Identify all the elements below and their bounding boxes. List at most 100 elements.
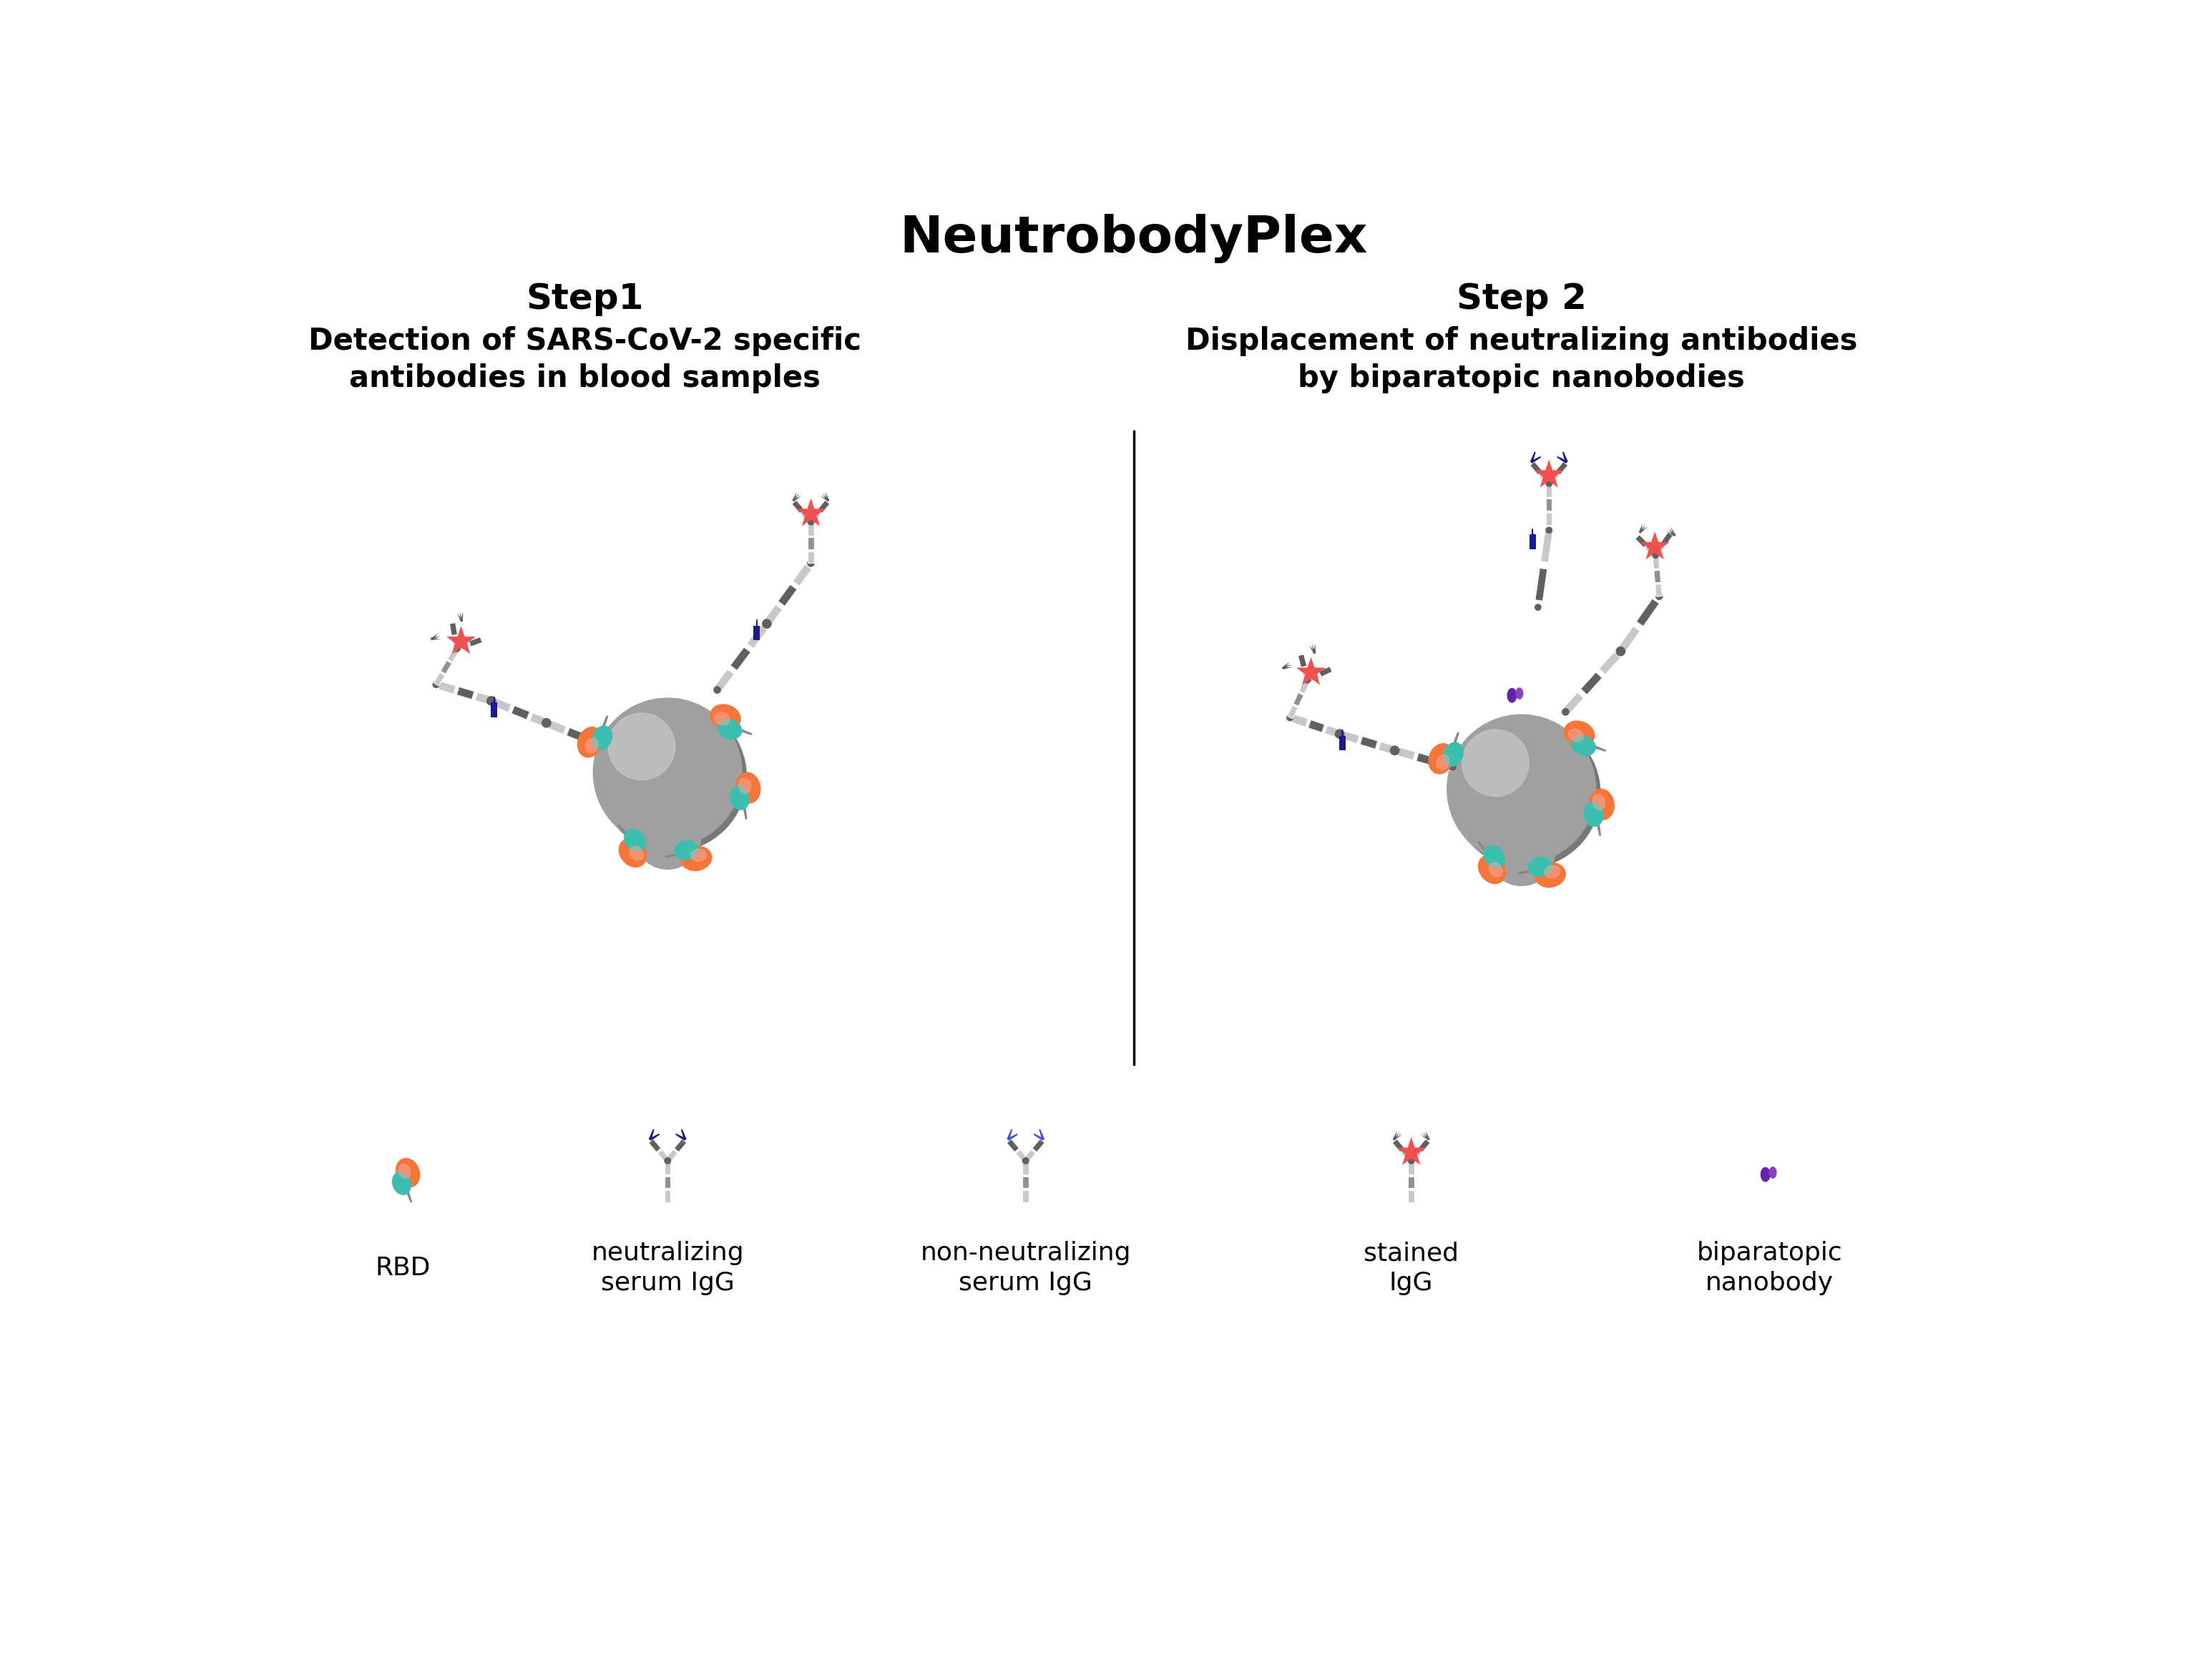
Polygon shape [1593,795,1606,810]
Polygon shape [664,1190,670,1202]
Polygon shape [1409,1149,1422,1162]
Circle shape [489,697,495,704]
Polygon shape [1546,513,1553,525]
Polygon shape [1409,1190,1413,1202]
Polygon shape [434,672,445,686]
Polygon shape [1394,1132,1400,1140]
Polygon shape [1639,531,1670,559]
Polygon shape [1639,526,1648,533]
Polygon shape [1478,855,1506,883]
Polygon shape [476,692,493,705]
Polygon shape [807,538,814,549]
Polygon shape [617,825,635,845]
Polygon shape [1531,452,1535,463]
Polygon shape [666,1149,677,1162]
Polygon shape [792,496,801,501]
Polygon shape [1655,584,1661,596]
Polygon shape [584,735,604,749]
Text: Step 2: Step 2 [1455,282,1586,315]
Circle shape [664,1157,670,1164]
Circle shape [1449,764,1455,770]
Polygon shape [1484,845,1504,868]
Circle shape [453,646,460,652]
Polygon shape [818,500,830,513]
Text: stained
IgG: stained IgG [1365,1242,1460,1295]
Circle shape [1391,747,1398,754]
Polygon shape [1646,544,1657,558]
Circle shape [544,720,551,725]
Text: Detection of SARS-CoV-2 specific
antibodies in blood samples: Detection of SARS-CoV-2 specific antibod… [307,325,860,393]
Circle shape [1409,1157,1413,1164]
Polygon shape [648,1139,661,1152]
Polygon shape [1006,1134,1018,1140]
Polygon shape [1287,705,1298,719]
Text: NeutrobodyPlex: NeutrobodyPlex [900,214,1367,262]
Polygon shape [1555,461,1568,475]
Circle shape [1391,747,1398,754]
Polygon shape [1394,1130,1398,1140]
Polygon shape [549,720,566,734]
Polygon shape [440,661,451,674]
Polygon shape [1637,599,1659,626]
Polygon shape [1568,729,1584,742]
Polygon shape [1652,556,1659,569]
Polygon shape [456,687,473,699]
Polygon shape [460,613,462,622]
Circle shape [542,719,551,727]
Polygon shape [1429,744,1453,774]
Polygon shape [807,551,814,563]
Polygon shape [825,491,830,501]
Polygon shape [648,1129,655,1140]
Polygon shape [493,699,511,712]
Circle shape [1287,714,1294,720]
Polygon shape [1639,525,1646,533]
Polygon shape [1006,1129,1013,1140]
Polygon shape [1562,692,1584,715]
Polygon shape [1307,720,1325,732]
Polygon shape [728,724,752,735]
Polygon shape [675,1134,686,1140]
Polygon shape [1394,1134,1402,1140]
Polygon shape [1635,535,1648,548]
Polygon shape [1400,1149,1413,1162]
Polygon shape [1033,1139,1044,1152]
Polygon shape [1542,530,1553,563]
Polygon shape [1652,543,1666,556]
Text: biparatopic
nanobody: biparatopic nanobody [1697,1242,1843,1295]
Polygon shape [630,847,644,860]
Polygon shape [1661,533,1672,546]
Polygon shape [1033,1134,1044,1140]
Polygon shape [1325,725,1340,737]
Circle shape [763,619,772,627]
Polygon shape [807,523,814,536]
Polygon shape [1449,732,1460,757]
Polygon shape [1310,646,1316,654]
Polygon shape [1531,457,1542,463]
Polygon shape [511,705,529,719]
Polygon shape [1546,471,1559,485]
Polygon shape [1535,568,1546,601]
Polygon shape [1416,754,1433,765]
Polygon shape [531,714,549,727]
Polygon shape [1338,735,1345,750]
Text: Step1: Step1 [526,282,644,315]
Polygon shape [730,647,750,671]
Circle shape [714,687,721,694]
Polygon shape [1436,755,1449,770]
Polygon shape [619,838,646,867]
Polygon shape [710,704,741,730]
Circle shape [763,621,770,627]
Polygon shape [1292,714,1307,727]
Circle shape [807,559,814,566]
Circle shape [1546,480,1553,486]
Polygon shape [1022,1190,1029,1202]
Circle shape [489,697,495,704]
Polygon shape [1535,863,1566,886]
Polygon shape [1283,667,1292,669]
Polygon shape [792,493,799,501]
Polygon shape [675,1139,686,1152]
Polygon shape [1582,740,1606,752]
Polygon shape [739,779,752,793]
Polygon shape [1582,672,1601,694]
Circle shape [807,520,814,525]
